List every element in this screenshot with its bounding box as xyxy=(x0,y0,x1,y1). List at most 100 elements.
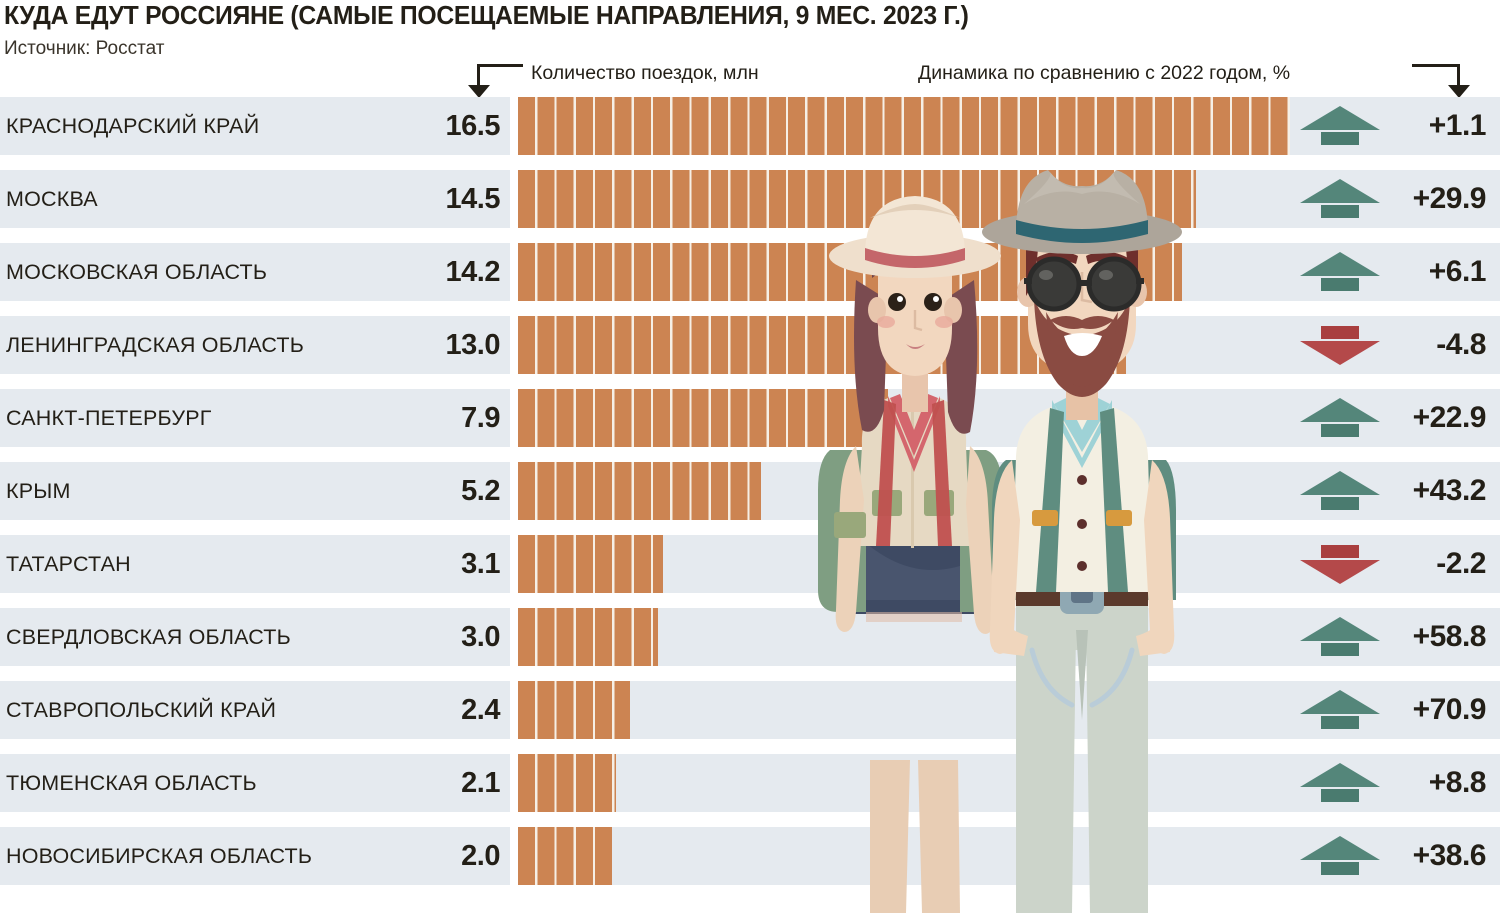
table-row[interactable]: ТЮМЕНСКАЯ ОБЛАСТЬ 2.1 +8.8 xyxy=(0,754,1500,812)
arrow-stem xyxy=(1321,424,1359,437)
trips-bar xyxy=(518,389,888,447)
trips-bar xyxy=(518,97,1290,155)
trips-value: 2.0 xyxy=(461,840,500,872)
table-row[interactable]: ЛЕНИНГРАДСКАЯ ОБЛАСТЬ 13.0 -4.8 xyxy=(0,316,1500,374)
trips-value: 3.1 xyxy=(461,548,500,580)
arrow-up-icon xyxy=(1300,763,1380,803)
trips-value: 2.1 xyxy=(461,767,500,799)
trips-value: 14.2 xyxy=(445,256,501,288)
row-label-band: МОСКВА 14.5 xyxy=(0,170,510,228)
dynamics-value: +58.8 xyxy=(1412,620,1487,653)
row-label-band: МОСКОВСКАЯ ОБЛАСТЬ 14.2 xyxy=(0,243,510,301)
trips-value: 14.5 xyxy=(445,183,501,215)
dynamics-value: +22.9 xyxy=(1412,401,1487,434)
dynamics-value: +8.8 xyxy=(1428,766,1487,799)
arrow-triangle xyxy=(1300,106,1380,130)
row-label-band: НОВОСИБИРСКАЯ ОБЛАСТЬ 2.0 xyxy=(0,827,510,885)
arrow-stem xyxy=(1321,278,1359,291)
arrow-up-icon xyxy=(1300,106,1380,146)
arrow-up-icon xyxy=(1300,836,1380,876)
leader-line-horizontal xyxy=(477,64,523,67)
arrow-down-icon xyxy=(1300,325,1380,365)
leader-line-vertical xyxy=(1457,64,1460,87)
source-caption: Источник: Росстат xyxy=(4,38,165,59)
row-label-band: ТЮМЕНСКАЯ ОБЛАСТЬ 2.1 xyxy=(0,754,510,812)
bar-segment-stripes xyxy=(518,608,658,666)
arrow-down-icon xyxy=(1448,85,1470,98)
table-row[interactable]: ТАТАРСТАН 3.1 -2.2 xyxy=(0,535,1500,593)
bar-segment-stripes xyxy=(518,316,1126,374)
trips-value: 5.2 xyxy=(461,475,500,507)
arrow-up-icon xyxy=(1300,617,1380,657)
trips-bar xyxy=(518,681,630,739)
row-dynamics-band: +1.1 xyxy=(1290,97,1500,155)
table-row[interactable]: МОСКОВСКАЯ ОБЛАСТЬ 14.2 +6.1 xyxy=(0,243,1500,301)
table-row[interactable]: КРЫМ 5.2 +43.2 xyxy=(0,462,1500,520)
dynamics-value: +70.9 xyxy=(1412,693,1487,726)
arrow-triangle xyxy=(1300,341,1380,365)
trips-bar xyxy=(518,608,658,666)
dynamics-value: +38.6 xyxy=(1412,839,1487,872)
region-name: СВЕРДЛОВСКАЯ ОБЛАСТЬ xyxy=(6,625,291,649)
dynamics-value: +6.1 xyxy=(1428,255,1487,288)
region-name: САНКТ-ПЕТЕРБУРГ xyxy=(6,406,212,430)
trips-value: 7.9 xyxy=(461,402,500,434)
trips-bar xyxy=(518,754,616,812)
arrow-stem xyxy=(1321,205,1359,218)
table-row[interactable]: САНКТ-ПЕТЕРБУРГ 7.9 +22.9 xyxy=(0,389,1500,447)
arrow-triangle xyxy=(1300,690,1380,714)
arrow-up-icon xyxy=(1300,252,1380,292)
region-name: МОСКВА xyxy=(6,187,98,211)
page-title: КУДА ЕДУТ РОССИЯНЕ (САМЫЕ ПОСЕЩАЕМЫЕ НАП… xyxy=(4,2,969,30)
row-label-band: САНКТ-ПЕТЕРБУРГ 7.9 xyxy=(0,389,510,447)
region-name: СТАВРОПОЛЬСКИЙ КРАЙ xyxy=(6,698,277,722)
trips-column-header: Количество поездок, млн xyxy=(531,62,759,84)
trips-value: 2.4 xyxy=(461,694,500,726)
table-row[interactable]: СТАВРОПОЛЬСКИЙ КРАЙ 2.4 +70.9 xyxy=(0,681,1500,739)
leader-line-vertical xyxy=(477,64,480,87)
table-row[interactable]: НОВОСИБИРСКАЯ ОБЛАСТЬ 2.0 +38.6 xyxy=(0,827,1500,885)
dynamics-value: +1.1 xyxy=(1428,109,1487,142)
bar-segment-stripes xyxy=(518,389,888,447)
bar-segment-stripes xyxy=(518,462,761,520)
dynamics-value: +29.9 xyxy=(1412,182,1487,215)
arrow-triangle xyxy=(1300,179,1380,203)
arrow-triangle xyxy=(1300,560,1380,584)
table-row[interactable]: МОСКВА 14.5 +29.9 xyxy=(0,170,1500,228)
arrow-stem xyxy=(1321,545,1359,558)
bar-segment-stripes xyxy=(518,827,612,885)
trips-value: 16.5 xyxy=(445,110,501,142)
row-label-band: СВЕРДЛОВСКАЯ ОБЛАСТЬ 3.0 xyxy=(0,608,510,666)
region-name: ТАТАРСТАН xyxy=(6,552,131,576)
trips-value: 3.0 xyxy=(461,621,500,653)
dynamics-value: +43.2 xyxy=(1412,474,1487,507)
row-label-band: КРЫМ 5.2 xyxy=(0,462,510,520)
region-name: КРАСНОДАРСКИЙ КРАЙ xyxy=(6,114,260,138)
bar-segment-stripes xyxy=(518,681,630,739)
arrow-stem xyxy=(1321,643,1359,656)
region-name: МОСКОВСКАЯ ОБЛАСТЬ xyxy=(6,260,268,284)
bar-chart: КРАСНОДАРСКИЙ КРАЙ 16.5 +1.1 МОСКВА 14.5 +29.… xyxy=(0,97,1500,897)
arrow-stem xyxy=(1321,326,1359,339)
dynamics-value: -2.2 xyxy=(1436,547,1486,580)
arrow-up-icon xyxy=(1300,179,1380,219)
arrow-down-icon xyxy=(1300,544,1380,584)
trips-bar xyxy=(518,535,663,593)
row-label-band: ТАТАРСТАН 3.1 xyxy=(0,535,510,593)
trips-value: 13.0 xyxy=(445,329,501,361)
table-row[interactable]: СВЕРДЛОВСКАЯ ОБЛАСТЬ 3.0 +58.8 xyxy=(0,608,1500,666)
region-name: НОВОСИБИРСКАЯ ОБЛАСТЬ xyxy=(6,844,313,868)
arrow-up-icon xyxy=(1300,471,1380,511)
bar-segment-stripes xyxy=(518,754,616,812)
region-name: ЛЕНИНГРАДСКАЯ ОБЛАСТЬ xyxy=(6,333,305,357)
arrow-triangle xyxy=(1300,398,1380,422)
region-name: ТЮМЕНСКАЯ ОБЛАСТЬ xyxy=(6,771,257,795)
arrow-triangle xyxy=(1300,471,1380,495)
arrow-triangle xyxy=(1300,763,1380,787)
table-row[interactable]: КРАСНОДАРСКИЙ КРАЙ 16.5 +1.1 xyxy=(0,97,1500,155)
arrow-stem xyxy=(1321,497,1359,510)
trips-bar xyxy=(518,316,1126,374)
arrow-down-icon xyxy=(468,85,490,98)
arrow-stem xyxy=(1321,132,1359,145)
bar-track xyxy=(518,681,1290,739)
